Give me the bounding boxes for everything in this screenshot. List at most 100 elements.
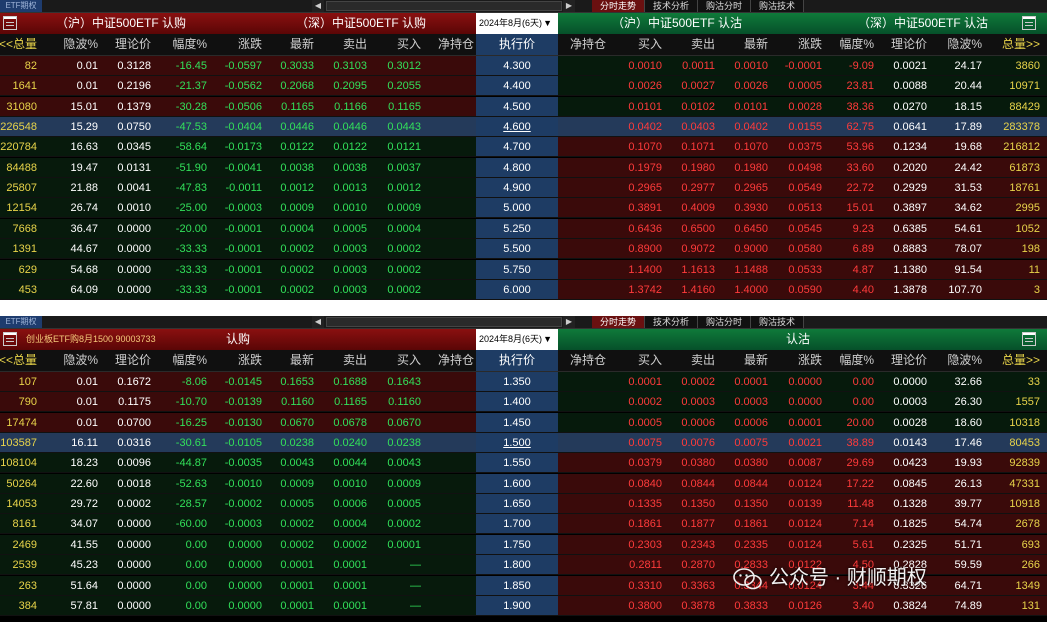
- strike-price[interactable]: 1.850: [503, 579, 531, 592]
- table-row[interactable]: 82 0.01 0.3128 -16.45 -0.0597 0.3033 0.3103 0.3…: [0, 56, 1047, 76]
- col-header-put-change-pct[interactable]: 幅度%: [839, 37, 874, 51]
- col-header-call-last-price[interactable]: 最新: [289, 353, 314, 367]
- etf-tab-label[interactable]: ETF期权: [0, 0, 42, 12]
- menu-icon[interactable]: [3, 16, 17, 30]
- table-row[interactable]: 103587 16.11 0.0316 -30.61 -0.0105 0.0238 0.02…: [0, 433, 1047, 454]
- table-row[interactable]: 263 51.64 0.0000 0.00 0.0000 0.0001 0.0001 — 1.8…: [0, 575, 1047, 596]
- col-header-call-change[interactable]: 涨跌: [237, 37, 262, 51]
- strike-price[interactable]: 1.400: [503, 396, 531, 409]
- col-header-put-change[interactable]: 涨跌: [797, 353, 822, 367]
- table-row[interactable]: 2469 41.55 0.0000 0.00 0.0000 0.0002 0.0002 0.0…: [0, 534, 1047, 555]
- strike-price[interactable]: 5.000: [503, 202, 531, 215]
- col-header-call-theoretical-price[interactable]: 理论价: [114, 353, 151, 367]
- col-header-put-theoretical-price[interactable]: 理论价: [890, 37, 927, 51]
- strike-price[interactable]: 1.600: [503, 477, 531, 490]
- col-header-call-bid[interactable]: 买入: [396, 37, 421, 51]
- tab-callput-intraday[interactable]: 购沽分时: [698, 0, 752, 12]
- tab-callput-intraday[interactable]: 购沽分时: [698, 316, 752, 328]
- strike-price[interactable]: 5.500: [503, 243, 531, 256]
- col-header-put-change[interactable]: 涨跌: [797, 37, 822, 51]
- menu-icon[interactable]: [3, 332, 17, 346]
- table-row[interactable]: 31080 15.01 0.1379 -30.28 -0.0506 0.1165 0.116…: [0, 96, 1047, 117]
- scroll-left-icon[interactable]: ◀: [312, 0, 324, 12]
- strike-price[interactable]: 4.700: [503, 141, 531, 154]
- strike-price[interactable]: 4.300: [503, 60, 531, 72]
- strike-price[interactable]: 5.750: [503, 263, 531, 276]
- col-header-call-theoretical-price[interactable]: 理论价: [114, 37, 151, 51]
- col-header-put-last-price[interactable]: 最新: [743, 37, 768, 51]
- strike-price[interactable]: 1.350: [503, 376, 531, 388]
- strike-price[interactable]: 1.500: [503, 437, 531, 450]
- table-row[interactable]: 629 54.68 0.0000 -33.33 -0.0001 0.0002 0.0003 0…: [0, 259, 1047, 280]
- col-header-call-bid[interactable]: 买入: [396, 353, 421, 367]
- col-header-strike[interactable]: 执行价: [476, 34, 558, 55]
- table-row[interactable]: 226548 15.29 0.0750 -47.53 -0.0404 0.0446 0.04…: [0, 117, 1047, 138]
- col-header-call-change[interactable]: 涨跌: [237, 353, 262, 367]
- col-header-put-total-volume[interactable]: 总量>>: [1001, 37, 1040, 51]
- col-header-put-ask[interactable]: 卖出: [690, 37, 715, 51]
- col-header-put-bid[interactable]: 买入: [637, 353, 662, 367]
- table-row[interactable]: 1391 44.67 0.0000 -33.33 -0.0001 0.0002 0.0003…: [0, 239, 1047, 260]
- col-header-call-total-volume[interactable]: <<总量: [0, 37, 37, 51]
- col-header-call-ask[interactable]: 卖出: [342, 37, 367, 51]
- col-header-put-total-volume[interactable]: 总量>>: [1001, 353, 1040, 367]
- table-row[interactable]: 790 0.01 0.1175 -10.70 -0.0139 0.1160 0.1165 0.…: [0, 392, 1047, 413]
- col-header-put-last-price[interactable]: 最新: [743, 353, 768, 367]
- strike-price[interactable]: 1.450: [503, 416, 531, 429]
- table-row[interactable]: 17474 0.01 0.0700 -16.25 -0.0130 0.0670 0.0678…: [0, 412, 1047, 433]
- table-row[interactable]: 2539 45.23 0.0000 0.00 0.0000 0.0001 0.0001 — 1.…: [0, 555, 1047, 576]
- strike-price[interactable]: 6.000: [503, 283, 531, 296]
- horizontal-scrollbar[interactable]: [326, 317, 562, 327]
- col-header-call-last-price[interactable]: 最新: [289, 37, 314, 51]
- table-row[interactable]: 8161 34.07 0.0000 -60.00 -0.0003 0.0002 0.0004…: [0, 514, 1047, 535]
- table-row[interactable]: 107 0.01 0.1672 -8.06 -0.0145 0.1653 0.1688 0.1…: [0, 372, 1047, 392]
- strike-price[interactable]: 1.800: [503, 559, 531, 572]
- table-row[interactable]: 12154 26.74 0.0010 -25.00 -0.0003 0.0009 0.001…: [0, 198, 1047, 219]
- col-header-call-open-interest[interactable]: 净持仓: [437, 353, 474, 367]
- table-row[interactable]: 7668 36.47 0.0000 -20.00 -0.0001 0.0004 0.0005…: [0, 218, 1047, 239]
- table-row[interactable]: 50264 22.60 0.0018 -52.63 -0.0010 0.0009 0.001…: [0, 473, 1047, 494]
- table-row[interactable]: 25807 21.88 0.0041 -47.83 -0.0011 0.0012 0.001…: [0, 178, 1047, 199]
- tab-intraday[interactable]: 分时走势: [592, 0, 646, 12]
- col-header-put-implied-vol[interactable]: 隐波%: [947, 37, 982, 51]
- horizontal-scrollbar[interactable]: [326, 1, 562, 11]
- table-row[interactable]: 108104 18.23 0.0096 -44.87 -0.0035 0.0043 0.00…: [0, 453, 1047, 474]
- table-row[interactable]: 384 57.81 0.0000 0.00 0.0000 0.0001 0.0001 — 1.9…: [0, 595, 1047, 616]
- table-row[interactable]: 84488 19.47 0.0131 -51.90 -0.0041 0.0038 0.003…: [0, 157, 1047, 178]
- col-header-call-total-volume[interactable]: <<总量: [0, 353, 37, 367]
- table-row[interactable]: 220784 16.63 0.0345 -58.64 -0.0173 0.0122 0.01…: [0, 137, 1047, 158]
- col-header-put-bid[interactable]: 买入: [637, 37, 662, 51]
- scroll-right-icon[interactable]: ▶: [563, 316, 575, 328]
- col-header-call-ask[interactable]: 卖出: [342, 353, 367, 367]
- strike-price[interactable]: 4.600: [503, 121, 531, 134]
- strike-price[interactable]: 4.800: [503, 161, 531, 174]
- strike-price[interactable]: 5.250: [503, 222, 531, 235]
- scroll-left-icon[interactable]: ◀: [312, 316, 324, 328]
- menu-icon[interactable]: [1022, 332, 1036, 346]
- expiry-month-select[interactable]: 2024年8月(6天) ▼: [476, 329, 558, 350]
- col-header-put-implied-vol[interactable]: 隐波%: [947, 353, 982, 367]
- strike-price[interactable]: 1.650: [503, 498, 531, 511]
- strike-price[interactable]: 1.750: [503, 538, 531, 551]
- strike-price[interactable]: 4.400: [503, 80, 531, 93]
- col-header-call-implied-vol[interactable]: 隐波%: [63, 353, 98, 367]
- table-row[interactable]: 1641 0.01 0.2196 -21.37 -0.0562 0.2068 0.2095 0…: [0, 76, 1047, 97]
- scroll-right-icon[interactable]: ▶: [563, 0, 575, 12]
- col-header-call-change-pct[interactable]: 幅度%: [172, 37, 207, 51]
- tab-callput-tech[interactable]: 购沽技术: [751, 316, 805, 328]
- strike-price[interactable]: 4.900: [503, 182, 531, 195]
- tab-intraday[interactable]: 分时走势: [592, 316, 646, 328]
- col-header-put-open-interest[interactable]: 净持仓: [569, 37, 606, 51]
- col-header-strike[interactable]: 执行价: [476, 350, 558, 371]
- col-header-call-change-pct[interactable]: 幅度%: [172, 353, 207, 367]
- col-header-put-ask[interactable]: 卖出: [690, 353, 715, 367]
- col-header-put-theoretical-price[interactable]: 理论价: [890, 353, 927, 367]
- tab-tech-analysis[interactable]: 技术分析: [645, 0, 699, 12]
- table-row[interactable]: 453 64.09 0.0000 -33.33 -0.0001 0.0002 0.0003 0…: [0, 279, 1047, 300]
- strike-price[interactable]: 1.700: [503, 518, 531, 531]
- col-header-put-open-interest[interactable]: 净持仓: [569, 353, 606, 367]
- menu-icon[interactable]: [1022, 16, 1036, 30]
- col-header-put-change-pct[interactable]: 幅度%: [839, 353, 874, 367]
- etf-tab-label[interactable]: ETF期权: [0, 316, 42, 328]
- col-header-call-open-interest[interactable]: 净持仓: [437, 37, 474, 51]
